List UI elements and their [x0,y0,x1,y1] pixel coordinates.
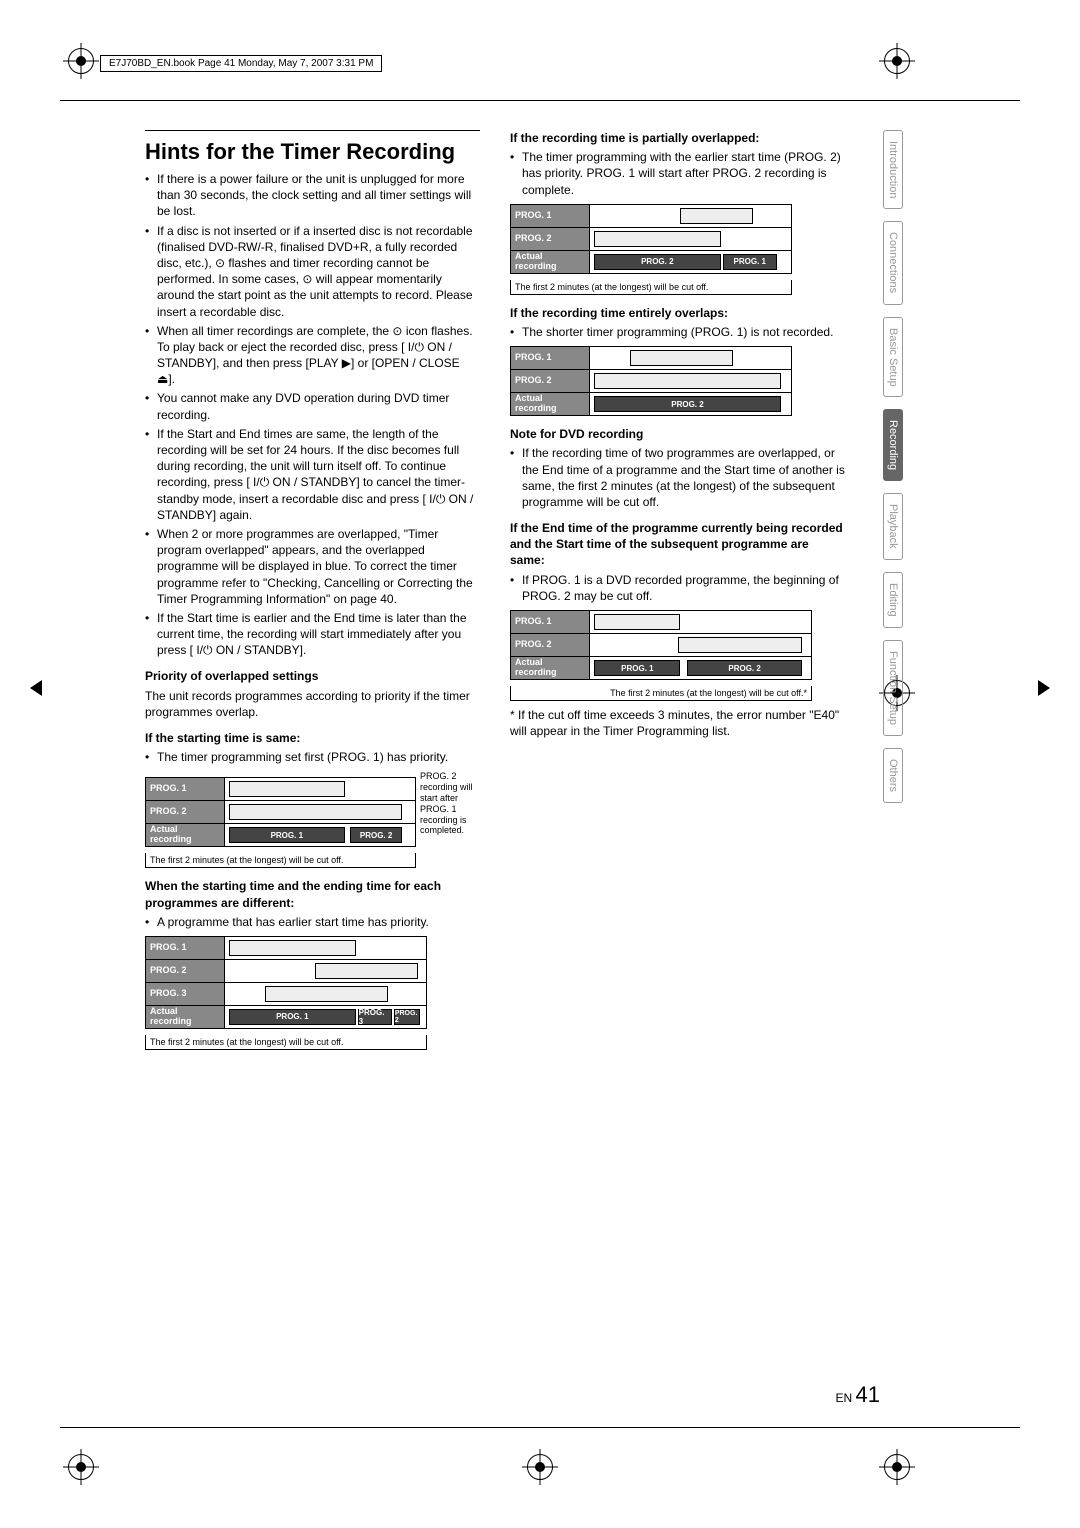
priority-text: The unit records programmes according to… [145,688,480,720]
bullet: The timer programming set first (PROG. 1… [145,749,480,765]
registration-mark [884,1454,910,1480]
hint-item: If the Start and End times are same, the… [145,426,480,523]
footnote: * If the cut off time exceeds 3 minutes,… [510,707,845,739]
tab-editing[interactable]: Editing [883,572,903,628]
trim-line [60,1427,1020,1428]
diagram-partial: PROG. 1 PROG. 2 Actual recordingPROG. 2P… [510,204,792,274]
bullet: If PROG. 1 is a DVD recorded programme, … [510,572,845,604]
section-title: Hints for the Timer Recording [145,130,480,165]
hint-item: When 2 or more programmes are overlapped… [145,526,480,607]
bullet: A programme that has earlier start time … [145,914,480,930]
bullet: If the recording time of two programmes … [510,445,845,510]
priority-heading: Priority of overlapped settings [145,668,480,684]
diagram-start-end-diff: PROG. 1 PROG. 2 PROG. 3 Actual recording… [145,936,427,1029]
tab-introduction[interactable]: Introduction [883,130,903,209]
hint-item: When all timer recordings are complete, … [145,323,480,388]
hint-item: You cannot make any DVD operation during… [145,390,480,422]
hint-item: If there is a power failure or the unit … [145,171,480,220]
diagram-end-same: PROG. 1 PROG. 2 Actual recordingPROG. 1P… [510,610,812,680]
diagram-note: The first 2 minutes (at the longest) wil… [145,1035,427,1050]
tab-playback[interactable]: Playback [883,493,903,560]
diagram-entire: PROG. 1 PROG. 2 Actual recordingPROG. 2 [510,346,792,416]
tab-connections[interactable]: Connections [883,221,903,304]
tab-others[interactable]: Others [883,748,903,803]
page-number: EN 41 [836,1382,881,1408]
hint-list: If there is a power failure or the unit … [145,171,480,658]
tab-function-setup[interactable]: Function Setup [883,640,903,736]
heading-starting-same: If the starting time is same: [145,730,480,746]
heading-end-same: If the End time of the programme current… [510,520,845,569]
side-note: PROG. 2 recording will start after PROG.… [420,771,480,868]
book-header: E7J70BD_EN.book Page 41 Monday, May 7, 2… [100,55,382,72]
bullet: The shorter timer programming (PROG. 1) … [510,324,845,340]
hint-item: If the Start time is earlier and the End… [145,610,480,659]
heading-entire: If the recording time entirely overlaps: [510,305,845,321]
registration-mark [68,1454,94,1480]
registration-mark [68,48,94,74]
side-tabs: Introduction Connections Basic Setup Rec… [883,130,905,815]
heading-start-end-diff: When the starting time and the ending ti… [145,878,480,910]
tab-recording[interactable]: Recording [883,409,903,481]
registration-mark [884,48,910,74]
diagram-note: The first 2 minutes (at the longest) wil… [510,686,812,701]
trim-line [60,100,1020,101]
heading-note-dvd: Note for DVD recording [510,426,845,442]
bullet: The timer programming with the earlier s… [510,149,845,198]
heading-partial: If the recording time is partially overl… [510,130,845,146]
hint-item: If a disc is not inserted or if a insert… [145,223,480,320]
fold-arrow-right [1038,680,1050,696]
diagram-note: The first 2 minutes (at the longest) wil… [510,280,792,295]
registration-mark [527,1454,553,1480]
diagram-note: The first 2 minutes (at the longest) wil… [145,853,416,868]
fold-arrow-left [30,680,42,696]
tab-basic-setup[interactable]: Basic Setup [883,317,903,398]
diagram-starting-same: PROG. 1 PROG. 2 Actual recordingPROG. 1P… [145,777,416,847]
